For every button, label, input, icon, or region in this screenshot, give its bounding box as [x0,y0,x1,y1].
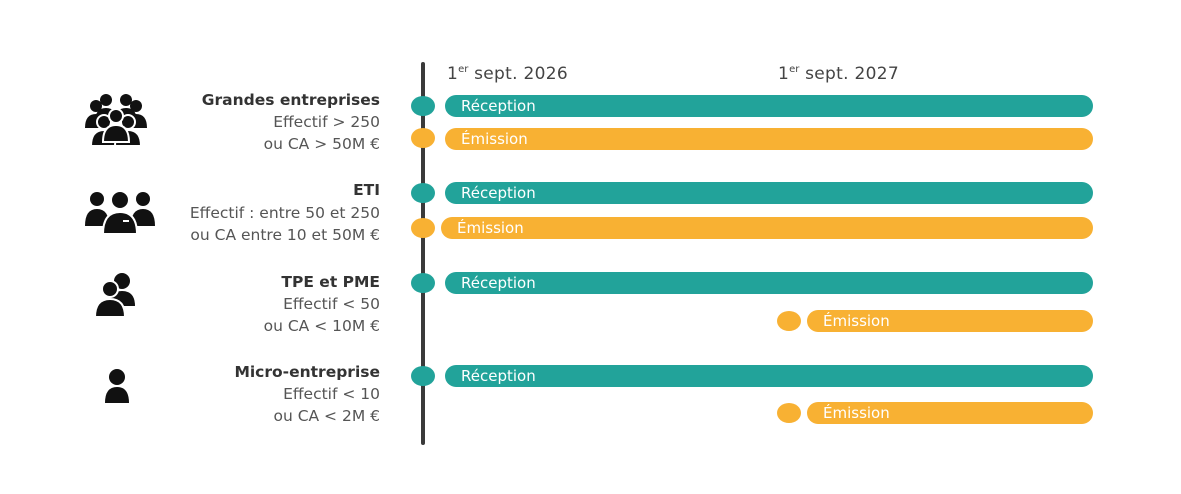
segment-criteria-1: Effectif < 10 [283,385,380,403]
small-group-icon [94,272,136,318]
segment-criteria-2: ou CA > 50M € [263,135,380,153]
emission-bar: Émission [441,217,1093,239]
date-2026-rest: sept. 2026 [468,64,568,84]
emission-bar: Émission [445,128,1093,150]
segment-criteria-2: ou CA < 10M € [263,317,380,335]
reception-bar: Réception [445,272,1093,294]
emission-bar: Émission [807,310,1093,332]
emission-start-dot [411,128,435,148]
segment-title: Grandes entreprises [201,91,380,109]
segment-title: TPE et PME [281,273,380,291]
date-2027-day: 1 [778,64,790,84]
reception-start-dot [411,96,435,116]
timeline-axis [421,62,425,445]
reception-start-dot [411,366,435,386]
date-2027-rest: sept. 2027 [799,64,899,84]
date-2027-sup: er [789,64,800,75]
reception-start-dot [411,273,435,293]
single-person-icon [104,368,130,404]
segment-criteria-1: Effectif > 250 [273,113,380,131]
segment-criteria-1: Effectif : entre 50 et 250 [189,204,380,222]
reception-bar: Réception [445,95,1093,117]
team-group-icon [84,190,156,234]
reception-start-dot [411,183,435,203]
segment-criteria-2: ou CA entre 10 et 50M € [190,226,380,244]
emission-bar: Émission [807,402,1093,424]
date-2026-day: 1 [447,64,459,84]
date-2026-label: 1er sept. 2026 [447,64,568,84]
reception-bar: Réception [445,182,1093,204]
emission-start-dot [411,218,435,238]
date-2027-label: 1er sept. 2027 [778,64,899,84]
date-2026-sup: er [458,64,469,75]
emission-start-dot [777,311,801,331]
segment-title: Micro-entreprise [234,363,380,381]
segment-criteria-1: Effectif < 50 [283,295,380,313]
large-group-icon [82,92,150,148]
segment-criteria-2: ou CA < 2M € [273,407,380,425]
emission-start-dot [777,403,801,423]
reception-bar: Réception [445,365,1093,387]
segment-title: ETI [353,181,380,199]
